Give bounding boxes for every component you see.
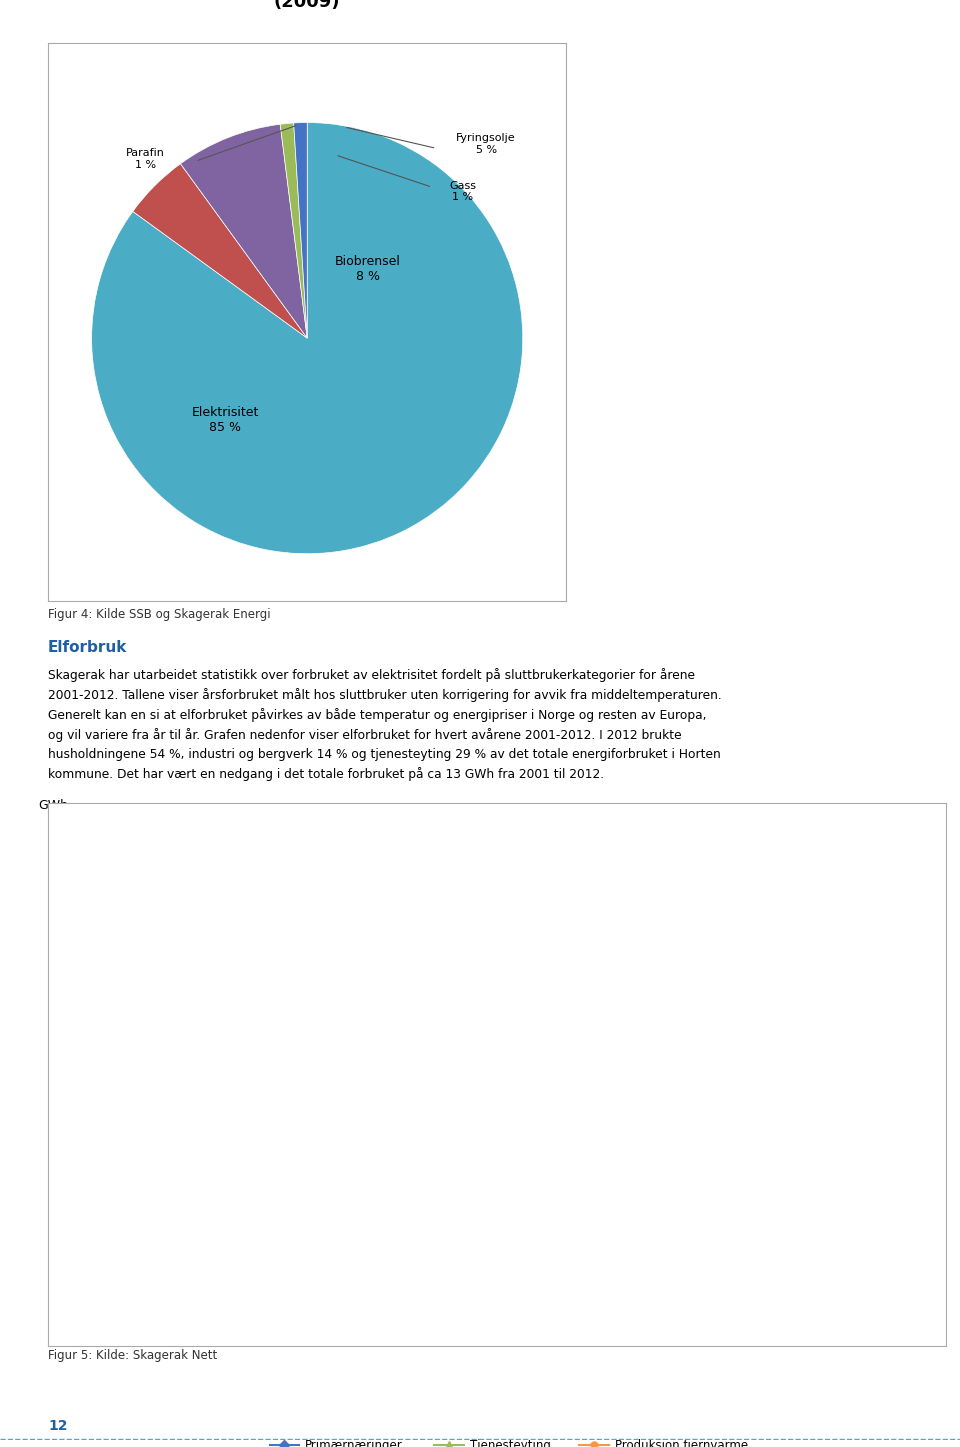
Husholdninger <box>468 1110 479 1127</box>
Legend: Primærnæringer, Industri, bergverk, Tjenesteyting, Husholdninger, Produksjon fje: Primærnæringer, Industri, bergverk, Tjen… <box>265 1434 753 1447</box>
Line: Primærnæringer: Primærnæringer <box>109 1297 908 1305</box>
Industri, bergverk <box>900 1246 911 1263</box>
Produksjon fjernvarme <box>396 1298 407 1315</box>
Primærnæringer <box>828 1292 839 1310</box>
Produksjon fjernvarme <box>180 1298 191 1315</box>
Text: Elektrisitet
85 %: Elektrisitet 85 % <box>192 407 259 434</box>
Produksjon fjernvarme <box>252 1298 263 1315</box>
Tjenesteyting <box>756 1182 767 1200</box>
SUM <box>468 959 479 977</box>
SUM <box>252 965 263 983</box>
Industri, bergverk <box>324 1246 335 1263</box>
Husholdninger <box>828 1113 839 1130</box>
Line: Produksjon fjernvarme: Produksjon fjernvarme <box>109 1297 908 1310</box>
Industri, bergverk <box>108 1237 119 1255</box>
Wedge shape <box>180 124 307 339</box>
Primærnæringer <box>252 1292 263 1310</box>
Tjenesteyting <box>108 1192 119 1210</box>
SUM <box>684 930 695 948</box>
Husholdninger <box>324 1114 335 1132</box>
SUM <box>108 919 119 936</box>
Text: Gass
1 %: Gass 1 % <box>449 181 476 203</box>
Husholdninger <box>540 1111 551 1129</box>
Produksjon fjernvarme <box>612 1298 623 1315</box>
Husholdninger <box>180 1100 191 1117</box>
Tjenesteyting <box>324 1204 335 1221</box>
Produksjon fjernvarme <box>108 1298 119 1315</box>
Primærnæringer <box>612 1292 623 1310</box>
Line: Husholdninger: Husholdninger <box>108 1085 910 1129</box>
Text: 12: 12 <box>48 1418 67 1433</box>
Husholdninger <box>612 1111 623 1129</box>
SUM <box>180 938 191 955</box>
Produksjon fjernvarme <box>468 1298 479 1315</box>
SUM <box>900 930 911 948</box>
Text: Parafin
1 %: Parafin 1 % <box>126 149 165 169</box>
Text: Figur 5: Kilde: Skagerak Nett: Figur 5: Kilde: Skagerak Nett <box>48 1349 217 1362</box>
Industri, bergverk <box>756 1243 767 1260</box>
SUM <box>756 901 767 919</box>
Wedge shape <box>294 123 307 339</box>
Primærnæringer <box>108 1292 119 1310</box>
Primærnæringer <box>468 1292 479 1310</box>
Produksjon fjernvarme <box>756 1295 767 1312</box>
Produksjon fjernvarme <box>540 1298 551 1315</box>
Husholdninger <box>108 1088 119 1106</box>
Tjenesteyting <box>468 1205 479 1223</box>
Husholdninger <box>900 1098 911 1116</box>
Title: Elektrisitet: Elektrisitet <box>452 807 565 825</box>
Line: SUM: SUM <box>108 904 910 980</box>
Industri, bergverk <box>180 1242 191 1259</box>
Text: Fyringsolje
5 %: Fyringsolje 5 % <box>456 133 516 155</box>
Produksjon fjernvarme <box>324 1298 335 1315</box>
Text: Skagerak har utarbeidet statistikk over forbruket av elektrisitet fordelt på slu: Skagerak har utarbeidet statistikk over … <box>48 669 722 781</box>
Husholdninger <box>252 1116 263 1133</box>
SUM <box>396 942 407 959</box>
Wedge shape <box>91 123 523 554</box>
Tjenesteyting <box>900 1189 911 1207</box>
Tjenesteyting <box>180 1197 191 1214</box>
Primærnæringer <box>756 1292 767 1310</box>
Industri, bergverk <box>684 1242 695 1259</box>
Produksjon fjernvarme <box>828 1294 839 1311</box>
Text: Elforbruk: Elforbruk <box>48 640 128 654</box>
Tjenesteyting <box>540 1204 551 1221</box>
Produksjon fjernvarme <box>900 1292 911 1310</box>
Tjenesteyting <box>828 1194 839 1211</box>
Wedge shape <box>132 164 307 339</box>
Husholdninger <box>684 1098 695 1116</box>
Industri, bergverk <box>540 1252 551 1269</box>
Primærnæringer <box>540 1292 551 1310</box>
Text: Biobrensel
8 %: Biobrensel 8 % <box>335 255 400 284</box>
Tjenesteyting <box>396 1192 407 1210</box>
Line: Industri, bergverk: Industri, bergverk <box>109 1243 908 1265</box>
Primærnæringer <box>180 1292 191 1310</box>
Industri, bergverk <box>468 1249 479 1266</box>
Industri, bergverk <box>828 1247 839 1265</box>
Wedge shape <box>280 123 307 339</box>
Husholdninger <box>396 1110 407 1127</box>
Produksjon fjernvarme <box>684 1297 695 1314</box>
Industri, bergverk <box>612 1243 623 1260</box>
Tjenesteyting <box>612 1198 623 1215</box>
Title: Energibruk fordelt på kilder
(2009): Energibruk fordelt på kilder (2009) <box>166 0 448 12</box>
SUM <box>828 948 839 965</box>
Tjenesteyting <box>684 1194 695 1211</box>
Industri, bergverk <box>396 1246 407 1263</box>
Line: Tjenesteyting: Tjenesteyting <box>108 1187 909 1221</box>
Primærnæringer <box>396 1292 407 1310</box>
SUM <box>324 959 335 977</box>
Husholdninger <box>756 1081 767 1098</box>
Text: Figur 4: Kilde SSB og Skagerak Energi: Figur 4: Kilde SSB og Skagerak Energi <box>48 608 271 621</box>
Primærnæringer <box>900 1292 911 1310</box>
SUM <box>540 959 551 977</box>
Industri, bergverk <box>252 1247 263 1265</box>
SUM <box>612 951 623 968</box>
Primærnæringer <box>684 1292 695 1310</box>
Tjenesteyting <box>252 1208 263 1226</box>
Primærnæringer <box>324 1292 335 1310</box>
Text: GWh: GWh <box>38 799 68 812</box>
